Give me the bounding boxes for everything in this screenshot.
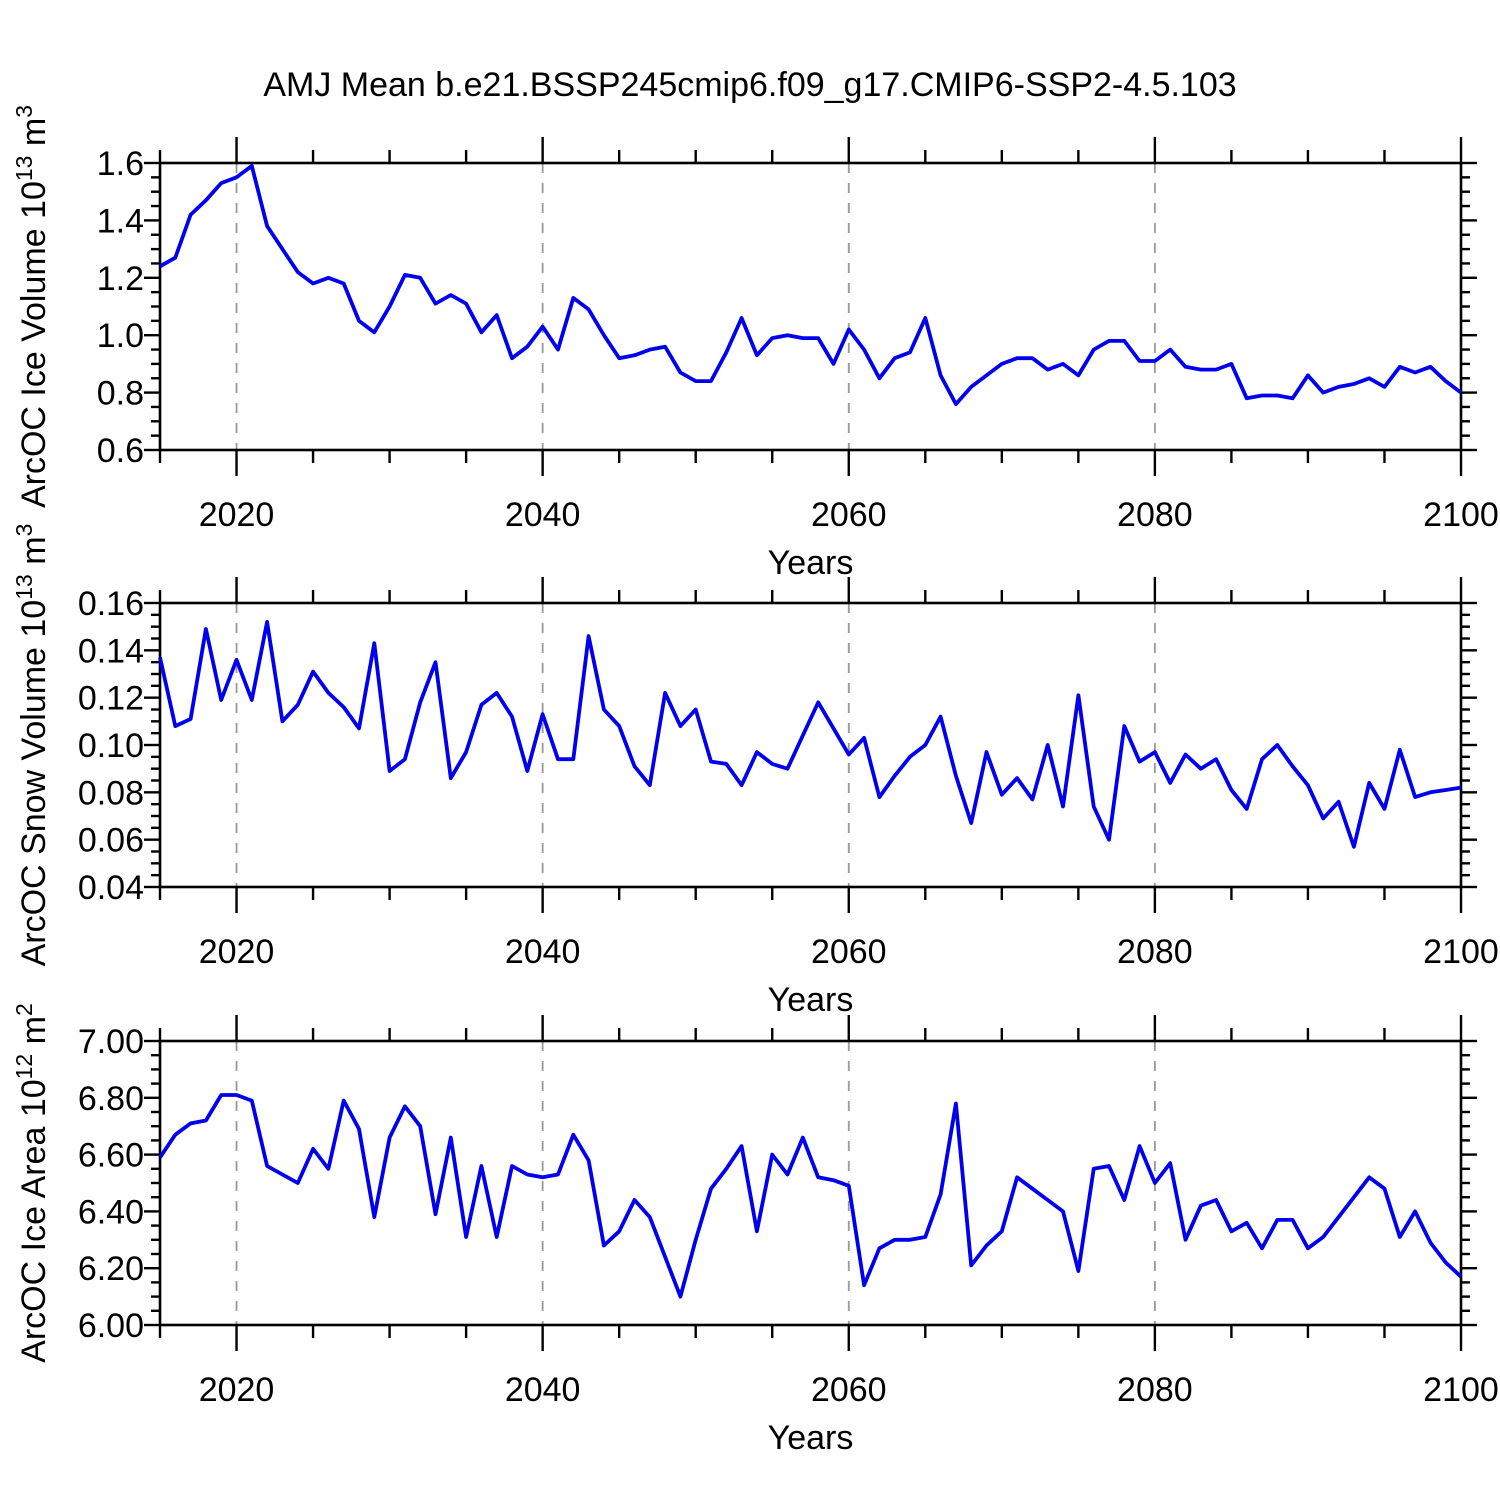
x-tick-label: 2080 bbox=[1117, 496, 1193, 534]
y-tick-label: 0.08 bbox=[78, 774, 144, 812]
x-tick-label: 2020 bbox=[199, 933, 275, 971]
arcoc-ice-area-panel: 6.00 6.20 6.40 6.60 6.80 7.00 2020 2040 2060 2080… bbox=[11, 1003, 1499, 1457]
figure-title: AMJ Mean b.e21.BSSP245cmip6.f09_g17.CMIP… bbox=[263, 66, 1237, 104]
y-tick-label: 1.6 bbox=[97, 145, 144, 183]
y-tick-label: 1.2 bbox=[97, 260, 144, 298]
x-gridlines bbox=[235, 163, 1156, 450]
x-tick-labels: 2020 2040 2060 2080 2100 bbox=[199, 933, 1499, 971]
y-tick-labels: 0.6 0.8 1.0 1.2 1.4 1.6 bbox=[97, 145, 144, 470]
y-tick-label: 0.06 bbox=[78, 822, 144, 860]
x-ticks bbox=[158, 577, 1463, 913]
arcoc-snow-volume-line bbox=[158, 620, 1462, 849]
x-tick-label: 2040 bbox=[505, 1371, 581, 1409]
y-tick-label: 0.04 bbox=[78, 869, 144, 907]
x-tick-label: 2020 bbox=[199, 496, 275, 534]
arcoc-ice-volume-panel: 0.6 0.8 1.0 1.2 1.4 1.6 2020 2040 2060 2080 2100 Ye… bbox=[11, 105, 1499, 582]
y-axis-title: ArcOC Snow Volume 1013 m3 bbox=[11, 524, 53, 967]
y-tick-label: 6.80 bbox=[78, 1080, 144, 1118]
y-ticks bbox=[144, 1039, 1477, 1327]
x-tick-label: 2040 bbox=[505, 933, 581, 971]
y-tick-label: 6.60 bbox=[78, 1137, 144, 1175]
y-tick-label: 7.00 bbox=[78, 1023, 144, 1061]
plot-frame bbox=[158, 601, 1463, 889]
y-tick-labels: 0.04 0.06 0.08 0.10 0.12 0.14 0.16 bbox=[78, 585, 144, 907]
y-tick-label: 6.40 bbox=[78, 1193, 144, 1231]
y-tick-label: 0.6 bbox=[97, 432, 144, 470]
y-tick-label: 0.16 bbox=[78, 585, 144, 623]
y-ticks bbox=[144, 161, 1477, 452]
y-axis-title: ArcOC Ice Area 1012 m2 bbox=[11, 1003, 53, 1363]
x-tick-label: 2080 bbox=[1117, 933, 1193, 971]
y-ticks bbox=[144, 601, 1477, 889]
y-tick-label: 0.12 bbox=[78, 680, 144, 718]
y-tick-label: 1.4 bbox=[97, 202, 144, 240]
arcoc-ice-volume-line bbox=[159, 163, 1463, 407]
x-ticks bbox=[158, 1015, 1463, 1351]
x-axis-title: Years bbox=[768, 981, 854, 1019]
x-tick-label: 2100 bbox=[1423, 933, 1499, 971]
x-tick-label: 2060 bbox=[811, 496, 887, 534]
y-tick-label: 6.20 bbox=[78, 1250, 144, 1288]
x-tick-label: 2080 bbox=[1117, 1371, 1193, 1409]
y-tick-labels: 6.00 6.20 6.40 6.60 6.80 7.00 bbox=[78, 1023, 144, 1345]
x-tick-labels: 2020 2040 2060 2080 2100 bbox=[199, 1371, 1499, 1409]
x-tick-label: 2060 bbox=[811, 1371, 887, 1409]
x-tick-label: 2020 bbox=[199, 1371, 275, 1409]
x-tick-label: 2040 bbox=[505, 496, 581, 534]
x-tick-labels: 2020 2040 2060 2080 2100 bbox=[199, 496, 1499, 534]
y-tick-label: 0.8 bbox=[97, 375, 144, 413]
y-tick-label: 0.14 bbox=[78, 632, 144, 670]
x-tick-label: 2100 bbox=[1423, 496, 1499, 534]
x-gridlines bbox=[235, 603, 1156, 887]
x-axis-title: Years bbox=[768, 1419, 854, 1457]
x-tick-label: 2060 bbox=[811, 933, 887, 971]
plot-frame bbox=[158, 161, 1463, 452]
x-axis-title: Years bbox=[768, 544, 854, 582]
y-axis-title: ArcOC Ice Volume 1013 m3 bbox=[11, 105, 53, 508]
x-tick-label: 2100 bbox=[1423, 1371, 1499, 1409]
plot-frame bbox=[158, 1039, 1463, 1327]
arcoc-snow-volume-panel: 0.04 0.06 0.08 0.10 0.12 0.14 0.16 2020 2040 2060… bbox=[11, 524, 1499, 1019]
y-tick-label: 0.10 bbox=[78, 727, 144, 765]
x-ticks bbox=[158, 137, 1463, 476]
arcoc-ice-area-line bbox=[158, 1093, 1463, 1299]
y-tick-label: 1.0 bbox=[97, 317, 144, 355]
y-tick-label: 6.00 bbox=[78, 1307, 144, 1345]
